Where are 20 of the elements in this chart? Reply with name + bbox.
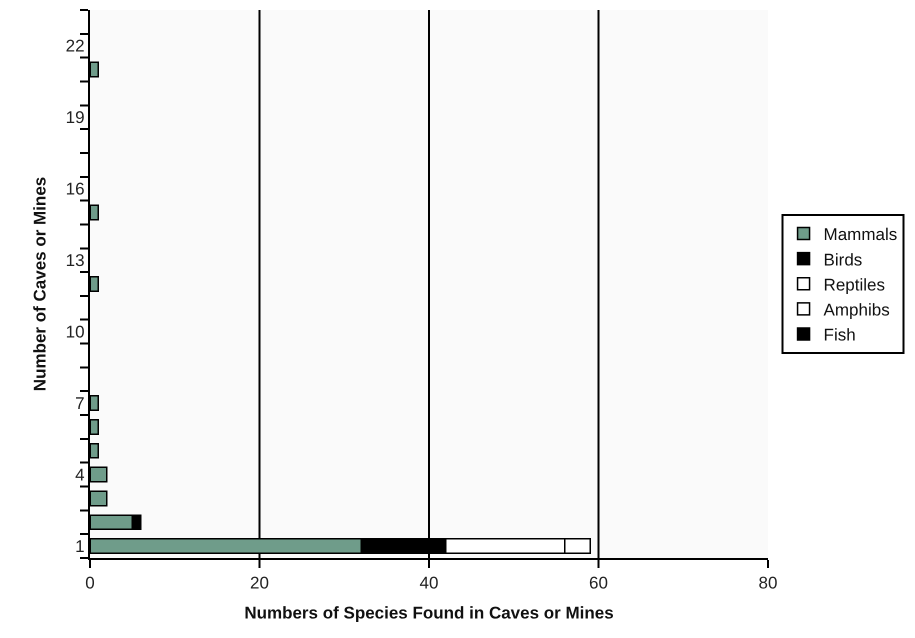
legend-label: Amphibs xyxy=(824,300,890,320)
x-tick-label: 0 xyxy=(85,573,95,592)
legend-label: Reptiles xyxy=(824,275,885,294)
y-tick-label: 16 xyxy=(66,180,85,199)
y-tick-label: 7 xyxy=(75,394,85,414)
legend-label: Birds xyxy=(824,250,862,270)
legend-label: Mammals xyxy=(824,225,898,244)
legend-label: Fish xyxy=(824,326,856,345)
x-tick-label: 20 xyxy=(250,573,269,592)
y-tick-label: 1 xyxy=(75,537,85,556)
y-axis-title: Number of Caves or Mines xyxy=(30,176,50,392)
y-tick-label: 19 xyxy=(66,108,85,128)
y-tick-label: 13 xyxy=(66,251,85,270)
x-tick-label: 40 xyxy=(420,573,438,592)
y-tick-label: 4 xyxy=(75,466,85,485)
x-tick-label: 80 xyxy=(758,573,778,592)
x-axis-title: Numbers of Species Found in Caves or Mines xyxy=(244,603,614,622)
y-tick-label: 22 xyxy=(66,36,85,56)
y-tick-label: 10 xyxy=(66,322,85,342)
x-tick-label: 60 xyxy=(589,573,608,592)
